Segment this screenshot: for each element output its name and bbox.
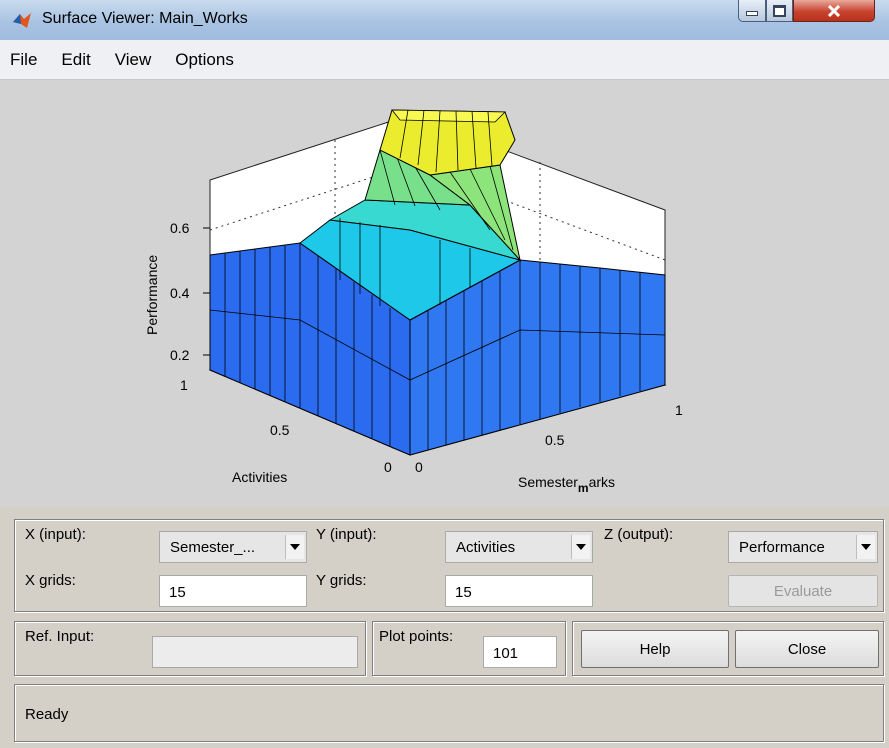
y-tick-label: 0 — [384, 459, 392, 475]
z-axis-label: Performance — [144, 255, 160, 335]
z-tick-label: 0.4 — [170, 285, 190, 301]
y-tick-label: 1 — [180, 377, 188, 393]
action-panel: Help Close — [572, 621, 884, 676]
status-bar: Ready — [14, 684, 884, 742]
surface-plot[interactable]: Performance 0.6 0.4 0.2 1 0.5 0 0 0.5 1 … — [0, 80, 889, 507]
minimize-button[interactable] — [738, 0, 766, 22]
y-tick-label: 0.5 — [270, 422, 290, 438]
ref-input-panel: Ref. Input: — [14, 621, 366, 676]
z-tick-label: 0.6 — [170, 220, 190, 236]
maximize-button[interactable] — [766, 0, 793, 22]
help-button[interactable]: Help — [581, 630, 729, 668]
io-panel: X (input): Semester_... Y (input): Activ… — [14, 519, 884, 612]
plot-points-value: 101 — [493, 645, 519, 662]
plot-points-label: Plot points: — [379, 628, 454, 645]
close-button[interactable]: Close — [735, 630, 879, 668]
ref-input-label: Ref. Input: — [25, 628, 95, 645]
close-icon — [827, 4, 841, 17]
maximize-icon — [773, 4, 786, 17]
y-grids-field[interactable]: 15 — [445, 575, 593, 607]
y-input-label: Y (input): — [316, 526, 377, 543]
y-axis-label: Activities — [232, 469, 287, 485]
z-output-value: Performance — [739, 539, 825, 556]
y-ticks: 1 0.5 0 — [180, 377, 392, 475]
menu-options[interactable]: Options — [175, 49, 234, 69]
chevron-down-icon — [571, 535, 590, 559]
menu-view[interactable]: View — [114, 49, 152, 69]
x-input-select[interactable]: Semester_... — [159, 531, 307, 563]
minimize-icon — [746, 11, 758, 16]
status-text: Ready — [25, 706, 69, 723]
x-tick-label: 0 — [415, 459, 423, 475]
title-bar: Surface Viewer: Main_Works — [0, 0, 889, 40]
x-grids-field[interactable]: 15 — [159, 575, 307, 607]
surface-peak-top — [391, 109, 506, 123]
x-tick-label: 0.5 — [545, 432, 565, 448]
y-grids-value: 15 — [455, 584, 472, 601]
surface-left-mesh — [209, 243, 411, 446]
ref-input-field[interactable] — [152, 636, 358, 668]
y-input-value: Activities — [456, 539, 516, 556]
chevron-down-icon — [856, 535, 875, 559]
plot-points-panel: Plot points: 101 — [372, 621, 566, 676]
close-window-button[interactable] — [793, 0, 875, 22]
surface-peak-mesh — [399, 109, 493, 173]
z-ticks: 0.6 0.4 0.2 — [170, 220, 210, 363]
window-title: Surface Viewer: Main_Works — [42, 10, 248, 27]
z-output-label: Z (output): — [604, 526, 674, 543]
x-input-label: X (input): — [25, 526, 86, 543]
x-ticks: 0 0.5 1 — [415, 402, 683, 475]
matlab-icon — [13, 13, 31, 28]
x-axis-label: Semestermarks — [518, 474, 615, 495]
evaluate-button[interactable]: Evaluate — [728, 575, 878, 607]
plot-points-field[interactable]: 101 — [483, 636, 557, 668]
z-tick-label: 0.2 — [170, 347, 190, 363]
x-input-value: Semester_... — [170, 539, 256, 556]
y-grids-label: Y grids: — [316, 572, 367, 589]
surface-right-mesh — [409, 260, 666, 450]
menu-file[interactable]: File — [10, 49, 38, 69]
z-output-select[interactable]: Performance — [728, 531, 878, 563]
y-input-select[interactable]: Activities — [445, 531, 593, 563]
x-grids-label: X grids: — [25, 572, 76, 589]
x-tick-label: 1 — [675, 402, 683, 418]
x-grids-value: 15 — [169, 584, 186, 601]
surface-slope-mesh — [339, 149, 514, 306]
surface-plot-area[interactable]: Performance 0.6 0.4 0.2 1 0.5 0 0 0.5 1 … — [0, 80, 889, 507]
menu-bar: File Edit View Options — [0, 40, 889, 80]
menu-edit[interactable]: Edit — [61, 49, 91, 69]
chevron-down-icon — [285, 535, 304, 559]
